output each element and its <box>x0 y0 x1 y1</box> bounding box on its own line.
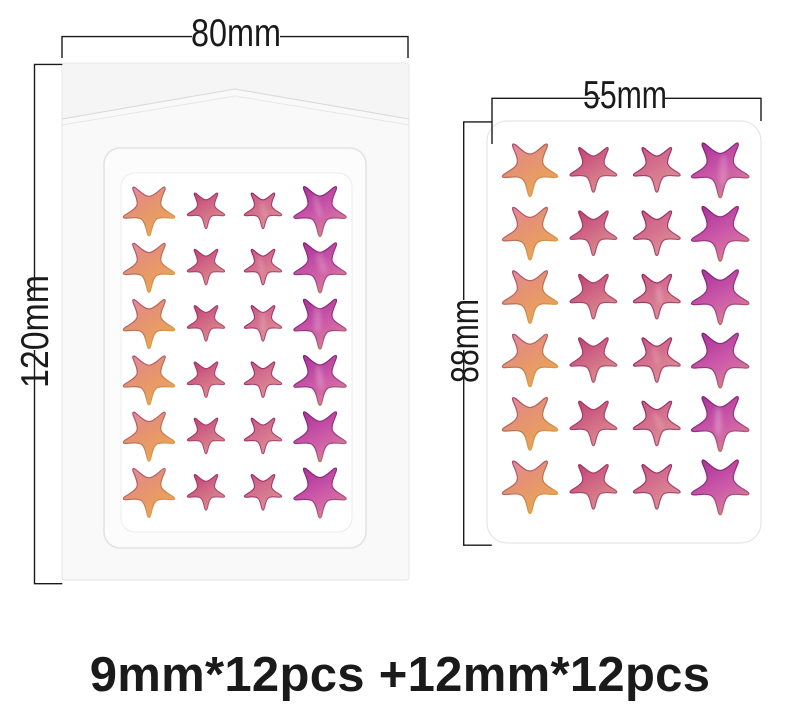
svg-text:55mm: 55mm <box>583 74 667 117</box>
svg-text:120mm: 120mm <box>14 275 57 388</box>
svg-text:88mm: 88mm <box>444 299 487 383</box>
svg-text:9mm*12pcs +12mm*12pcs: 9mm*12pcs +12mm*12pcs <box>90 648 711 702</box>
svg-text:80mm: 80mm <box>191 12 281 55</box>
